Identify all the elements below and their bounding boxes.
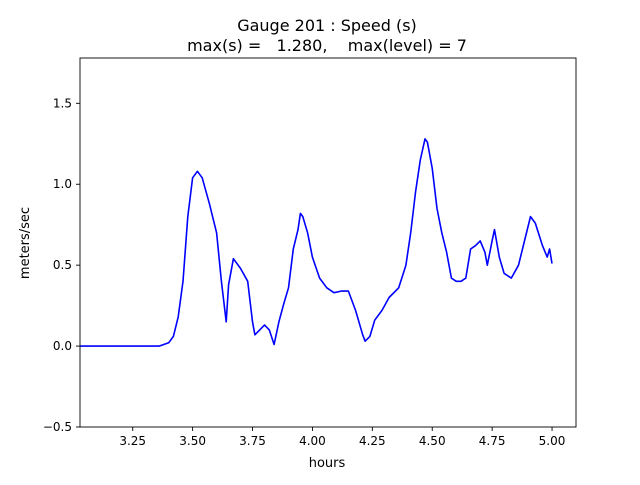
x-tick-label: 3.50 — [179, 434, 206, 448]
x-axis-label: hours — [309, 456, 346, 471]
x-tick-label: 5.00 — [539, 434, 566, 448]
chart-title-line-1: Gauge 201 : Speed (s) — [237, 16, 417, 35]
plot-area: 3.25 3.50 3.75 4.00 4.25 4.50 4.75 5.00 −0.5 0.0 0… — [43, 57, 577, 448]
x-tick-label: 3.25 — [119, 434, 146, 448]
series-line-0 — [80, 138, 553, 347]
chart-title-line-2: max(s) = 1.280, max(level) = 7 — [187, 36, 467, 55]
x-tick-label: 3.75 — [239, 434, 266, 448]
x-tick-label: 4.00 — [299, 434, 326, 448]
x-tick-label: 4.75 — [479, 434, 506, 448]
x-tick-label: 4.50 — [419, 434, 446, 448]
y-axis-label: meters/sec — [18, 207, 33, 279]
y-tick-label: 0.5 — [53, 258, 72, 272]
y-tick-label: 1.0 — [53, 177, 72, 191]
y-tick-label: −0.5 — [43, 420, 72, 434]
x-tick-label: 4.25 — [359, 434, 386, 448]
y-tick-label: 0.0 — [53, 339, 72, 353]
plot-frame — [79, 57, 577, 428]
y-tick-label: 1.5 — [53, 96, 72, 110]
